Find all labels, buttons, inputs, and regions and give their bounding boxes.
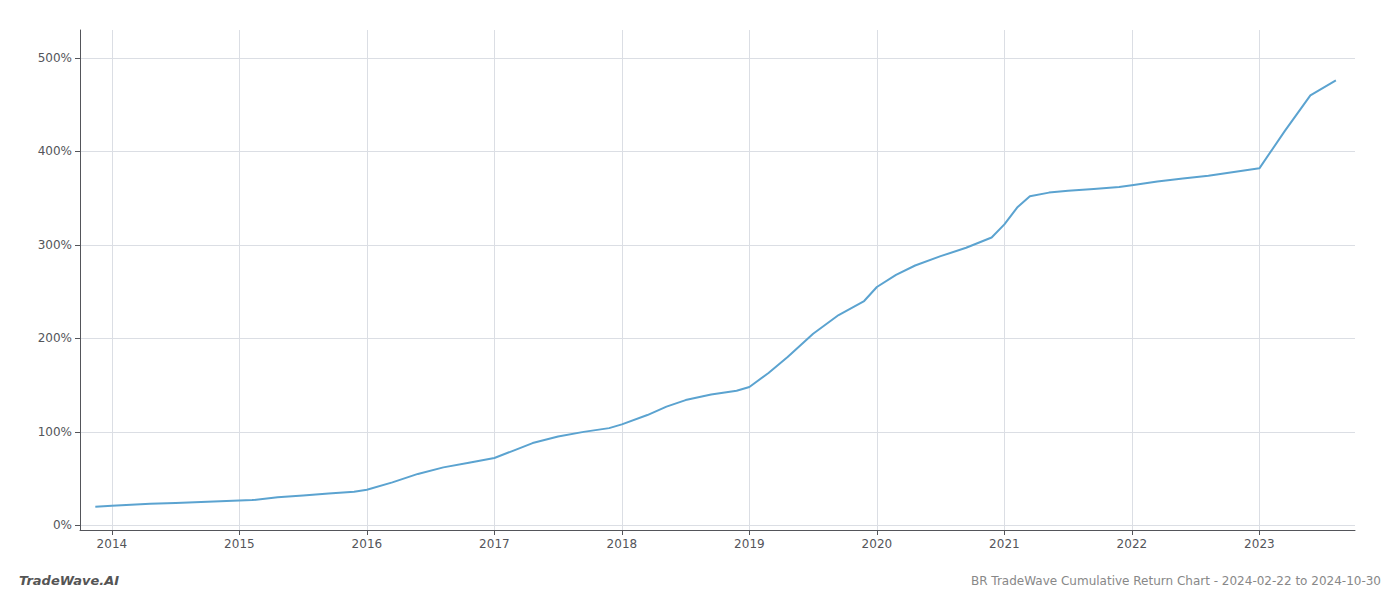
svg-text:2017: 2017	[479, 537, 510, 551]
svg-text:2015: 2015	[224, 537, 255, 551]
svg-text:200%: 200%	[38, 331, 72, 345]
svg-text:2016: 2016	[352, 537, 383, 551]
svg-text:500%: 500%	[38, 51, 72, 65]
svg-text:0%: 0%	[53, 518, 72, 532]
svg-text:TradeWave.AI: TradeWave.AI	[19, 573, 119, 588]
svg-text:2019: 2019	[734, 537, 765, 551]
svg-text:300%: 300%	[38, 238, 72, 252]
svg-text:2021: 2021	[989, 537, 1020, 551]
svg-text:400%: 400%	[38, 144, 72, 158]
svg-text:100%: 100%	[38, 425, 72, 439]
svg-text:2020: 2020	[862, 537, 893, 551]
svg-text:2014: 2014	[97, 537, 128, 551]
svg-text:2023: 2023	[1244, 537, 1275, 551]
svg-text:2018: 2018	[607, 537, 638, 551]
svg-text:BR TradeWave Cumulative Return: BR TradeWave Cumulative Return Chart - 2…	[971, 574, 1381, 588]
svg-text:2022: 2022	[1117, 537, 1148, 551]
